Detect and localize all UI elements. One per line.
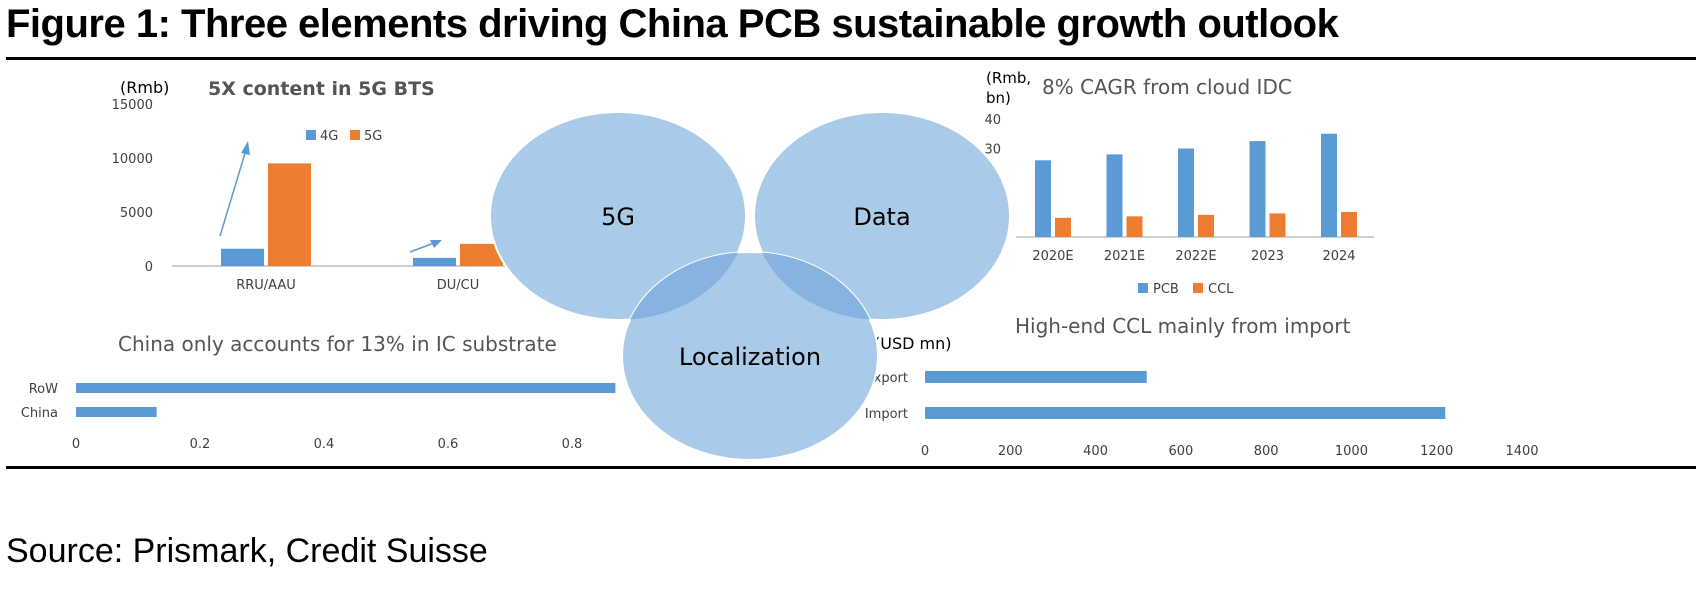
chart1-bar-4g: [413, 257, 456, 266]
chart3-x-tick-label: 0: [72, 437, 80, 452]
chart2-y-tick-label: 30: [984, 143, 1001, 158]
chart4-x-tick-label: 600: [1168, 444, 1193, 459]
chart2-bar-ccl: [1126, 216, 1143, 237]
chart1-x-tick-label: RRU/AAU: [236, 278, 296, 293]
chart1-y-tick-label: 0: [145, 260, 153, 275]
chart3-category-label: China: [21, 406, 58, 421]
legend-swatch-ccl: [1193, 283, 1203, 293]
chart4-x-tick-label: 1000: [1335, 444, 1368, 459]
venn-overlap-5g-localization: [622, 252, 746, 320]
legend-swatch-4g: [306, 130, 316, 140]
legend-label-pcb: PCB: [1153, 282, 1179, 297]
chart1-x-tick-label: DU/CU: [437, 278, 480, 293]
chart2-bar-ccl: [1269, 213, 1286, 237]
bottom-rule: [6, 466, 1696, 469]
figure-title: Figure 1: Three elements driving China P…: [6, 2, 1339, 46]
chart4-unit-label: (USD mn): [874, 334, 951, 353]
chart2-x-tick-label: 2021E: [1104, 249, 1145, 264]
chart-ic-substrate: China only accounts for 13% in IC substr…: [21, 332, 700, 452]
chart2-x-tick-label: 2022E: [1175, 249, 1216, 264]
chart2-unit-label-line2: bn): [986, 89, 1011, 107]
chart1-bar-4g: [221, 248, 264, 266]
chart2-bar-pcb: [1249, 141, 1266, 237]
chart2-x-tick-label: 2020E: [1032, 249, 1073, 264]
chart2-title: 8% CAGR from cloud IDC: [1042, 75, 1292, 99]
legend-label-ccl: CCL: [1208, 282, 1234, 297]
venn-diagram: 5G Data Localization: [489, 111, 1011, 461]
chart2-unit-label-line1: (Rmb,: [986, 69, 1031, 87]
legend-label-4g: 4G: [320, 129, 338, 144]
chart2-bar-ccl: [1055, 217, 1071, 237]
legend-swatch-5g: [350, 130, 360, 140]
legend-label-5g: 5G: [364, 129, 382, 144]
venn-label-data: Data: [853, 203, 910, 231]
chart4-title: High-end CCL mainly from import: [1015, 314, 1350, 338]
chart1-bar-5g: [460, 243, 503, 266]
chart1-bar-5g: [268, 163, 311, 266]
chart3-x-tick-label: 0.6: [438, 437, 459, 452]
chart2-x-tick-label: 2023: [1251, 249, 1284, 264]
chart2-x-tick-label: 2024: [1322, 249, 1355, 264]
chart2-bar-ccl: [1341, 211, 1357, 237]
chart2-bar-pcb: [1035, 160, 1051, 237]
chart1-title: 5X content in 5G BTS: [208, 78, 435, 100]
growth-arrow-rru: [219, 141, 250, 237]
chart-cloud-idc: 8% CAGR from cloud IDC (Rmb, bn) PCB CCL…: [984, 69, 1374, 297]
chart2-bar-pcb: [1106, 154, 1123, 237]
chart4-x-tick-label: 0: [921, 444, 929, 459]
chart2-bar-pcb: [1178, 148, 1194, 237]
chart3-category-label: RoW: [29, 382, 58, 397]
growth-arrow-du: [409, 240, 442, 253]
chart3-bar: [76, 407, 157, 417]
top-rule: [6, 57, 1696, 60]
chart1-y-tick-label: 5000: [120, 206, 153, 221]
chart1-y-tick-label: 10000: [112, 152, 153, 167]
source-note: Source: Prismark, Credit Suisse: [6, 532, 488, 570]
chart1-y-tick-label: 15000: [112, 98, 153, 113]
chart2-bar-pcb: [1321, 133, 1337, 237]
chart4-x-tick-label: 800: [1254, 444, 1279, 459]
chart4-x-tick-label: 1400: [1505, 444, 1538, 459]
chart4-bar: [925, 371, 1147, 383]
chart4-bar: [925, 407, 1446, 419]
chart-5g-bts: 5X content in 5G BTS (Rmb) 4G 5G 0 5000 10…: [112, 78, 552, 293]
chart2-bar-ccl: [1198, 214, 1214, 237]
chart3-x-tick-label: 0.2: [190, 437, 211, 452]
chart2-y-tick-label: 40: [984, 113, 1001, 128]
chart1-unit-label: (Rmb): [120, 78, 169, 97]
legend-swatch-pcb: [1138, 283, 1148, 293]
chart3-title: China only accounts for 13% in IC substr…: [118, 332, 557, 356]
chart4-x-tick-label: 200: [998, 444, 1023, 459]
chart4-x-tick-label: 1200: [1420, 444, 1453, 459]
chart3-x-tick-label: 0.4: [314, 437, 335, 452]
chart3-bar: [76, 383, 616, 393]
chart3-x-tick-label: 0.8: [562, 437, 583, 452]
venn-label-localization: Localization: [679, 343, 821, 371]
venn-overlap-data-localization: [754, 252, 878, 320]
chart4-x-tick-label: 400: [1083, 444, 1108, 459]
venn-label-5g: 5G: [601, 203, 635, 231]
chart-high-end-ccl: High-end CCL mainly from import (USD mn)…: [865, 314, 1539, 459]
chart4-category-label: Import: [865, 407, 908, 422]
